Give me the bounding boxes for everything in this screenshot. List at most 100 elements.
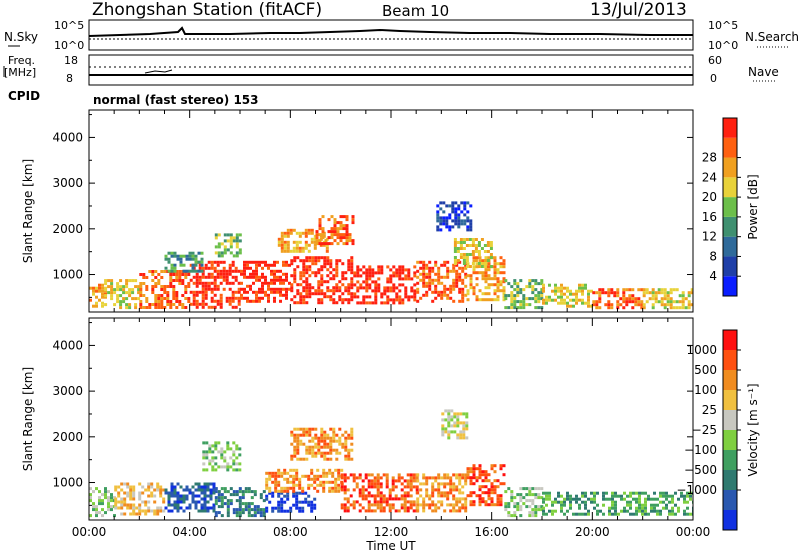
data-cell	[237, 290, 241, 294]
data-cell	[314, 256, 318, 260]
data-cell	[226, 511, 230, 515]
data-band	[277, 228, 329, 253]
data-cell	[640, 303, 644, 307]
colorbar-tick-label: 16	[702, 210, 717, 224]
data-cell	[231, 296, 235, 300]
data-cell	[264, 278, 267, 282]
data-cell	[328, 480, 332, 484]
data-cell	[201, 284, 205, 288]
data-cell	[450, 424, 454, 428]
data-cell	[226, 239, 230, 243]
data-cell	[608, 509, 611, 513]
data-cell	[211, 465, 215, 469]
data-cell	[305, 433, 309, 437]
data-cell	[566, 295, 569, 299]
data-cell	[295, 477, 299, 481]
data-cell	[212, 509, 216, 513]
data-cell	[216, 284, 220, 288]
data-cell	[151, 291, 155, 294]
data-cell	[499, 500, 503, 504]
data-cell	[264, 275, 267, 279]
data-cell	[125, 285, 129, 289]
data-cell	[164, 506, 168, 510]
data-cell	[502, 482, 506, 486]
data-cell	[344, 289, 348, 293]
data-band	[202, 441, 242, 472]
data-cell	[202, 468, 206, 472]
data-cell	[510, 514, 514, 518]
data-cell	[89, 286, 92, 290]
data-cell	[689, 512, 692, 516]
data-cell	[415, 485, 419, 489]
data-cell	[516, 502, 520, 506]
data-cell	[487, 292, 491, 296]
data-cell	[412, 473, 416, 477]
data-cell	[466, 298, 470, 302]
data-cell	[635, 497, 638, 501]
data-cell	[663, 297, 667, 301]
data-cell	[110, 291, 114, 295]
data-cell	[333, 221, 337, 225]
data-cell	[368, 268, 372, 272]
data-cell	[373, 494, 377, 498]
data-cell	[545, 491, 548, 495]
data-cell	[450, 430, 454, 434]
data-cell	[365, 289, 369, 293]
data-cell	[581, 283, 584, 287]
data-cell	[455, 269, 459, 273]
data-cell	[280, 500, 284, 504]
data-cell	[246, 299, 249, 303]
data-cell	[431, 269, 435, 273]
data-cell	[301, 249, 305, 253]
data-cell	[332, 274, 336, 278]
data-cell	[314, 445, 318, 449]
data-cell	[191, 497, 195, 501]
data-cell	[123, 500, 127, 504]
data-cell	[217, 499, 221, 503]
data-band	[441, 409, 469, 440]
data-cell	[528, 511, 532, 515]
data-cell	[207, 272, 211, 276]
data-cell	[259, 493, 263, 497]
data-cell	[563, 292, 566, 296]
data-cell	[159, 506, 163, 510]
data-cell	[440, 491, 444, 495]
data-cell	[191, 491, 195, 495]
data-cell	[465, 436, 469, 440]
data-cell	[98, 289, 101, 293]
data-cell	[314, 451, 318, 455]
data-cell	[336, 230, 340, 234]
data-cell	[464, 503, 468, 507]
data-cell	[277, 237, 281, 241]
data-cell	[237, 296, 241, 300]
data-cell	[229, 487, 233, 491]
data-cell	[122, 300, 126, 304]
data-cell	[464, 293, 468, 297]
data-cell	[276, 290, 279, 294]
data-cell	[531, 291, 535, 295]
data-cell	[314, 436, 318, 440]
data-cell	[191, 485, 195, 489]
data-cell	[554, 292, 557, 296]
data-cell	[462, 259, 466, 262]
data-cell	[241, 502, 245, 506]
data-cell	[163, 297, 167, 300]
data-cell	[425, 482, 429, 486]
data-cell	[113, 303, 117, 307]
data-cell	[195, 272, 199, 276]
data-cell	[651, 303, 655, 307]
data-cell	[162, 497, 166, 501]
data-cell	[472, 256, 476, 260]
data-cell	[264, 260, 267, 264]
data-cell	[672, 288, 676, 292]
data-cell	[334, 477, 338, 481]
data-cell	[406, 479, 410, 483]
data-cell	[338, 427, 342, 431]
data-cell	[231, 293, 235, 297]
data-cell	[548, 491, 551, 495]
y-tick-label: 3000	[52, 176, 83, 190]
data-cell	[490, 488, 494, 492]
data-cell	[513, 496, 517, 500]
data-cell	[478, 464, 482, 468]
data-cell	[223, 233, 227, 237]
